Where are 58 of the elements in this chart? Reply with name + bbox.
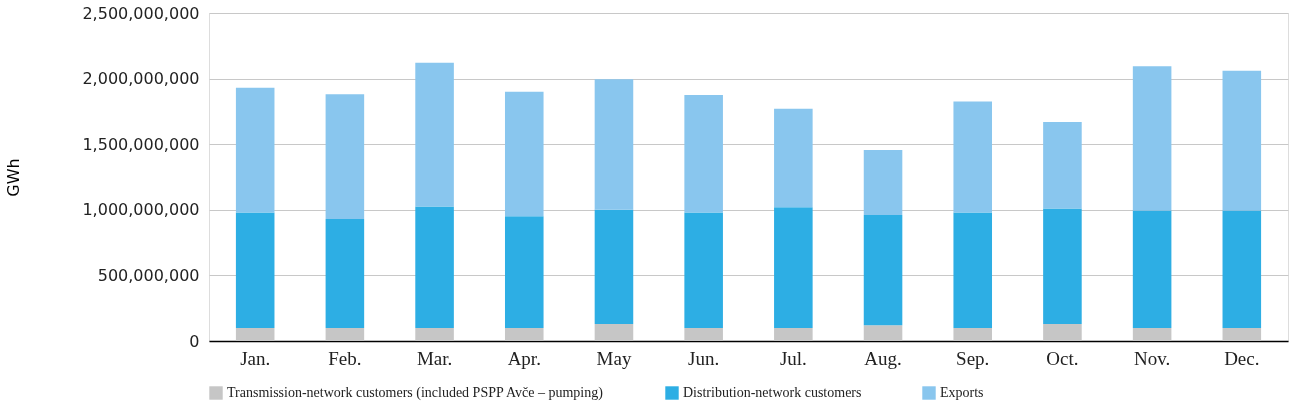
bar xyxy=(953,101,993,213)
x-tick-label: Aug. xyxy=(864,347,902,369)
y-tick-label: 1,000,000,000 xyxy=(82,200,200,220)
bar xyxy=(325,327,365,341)
bar xyxy=(235,327,275,341)
y-tick-label: 1,500,000,000 xyxy=(82,134,200,154)
x-tick-label: Nov. xyxy=(1133,347,1171,369)
legend-label: Transmission-network customers (included PSPP Avče – pumping) xyxy=(227,385,604,401)
bar xyxy=(1222,327,1262,341)
x-tick-label: Apr. xyxy=(507,347,541,369)
bar xyxy=(325,218,365,328)
bar xyxy=(1222,70,1262,211)
bar xyxy=(684,95,723,213)
bar xyxy=(1043,323,1082,341)
bar xyxy=(863,215,903,326)
bar xyxy=(415,327,454,341)
bar xyxy=(774,207,813,328)
y-tick-label: 0 xyxy=(189,331,200,351)
bar xyxy=(1132,66,1172,211)
bar xyxy=(953,212,993,328)
x-tick-label: Sep. xyxy=(956,347,990,369)
x-tick-label: Jul. xyxy=(779,347,807,369)
y-axis-title: GWh xyxy=(4,158,24,197)
bar xyxy=(774,108,813,208)
x-tick-label: Oct. xyxy=(1046,347,1079,369)
legend-label: Exports xyxy=(940,385,984,400)
bar xyxy=(863,150,903,216)
bar xyxy=(1222,210,1262,328)
bar xyxy=(235,212,275,328)
bar xyxy=(684,212,723,328)
bar xyxy=(594,323,634,341)
y-tick-label: 2,000,000,000 xyxy=(82,69,200,89)
bar xyxy=(235,87,275,213)
bar xyxy=(504,91,544,217)
y-tick-label: 500,000,000 xyxy=(97,265,200,285)
x-tick-label: Feb. xyxy=(328,347,362,369)
x-tick-label: Mar. xyxy=(416,347,453,369)
bar xyxy=(863,325,903,341)
bar xyxy=(1132,210,1172,328)
bar xyxy=(594,209,634,324)
bar xyxy=(504,216,544,328)
x-tick-label: May xyxy=(596,347,632,369)
bar xyxy=(684,327,723,341)
x-tick-label: Dec. xyxy=(1224,347,1260,369)
bar xyxy=(1043,208,1082,324)
bar xyxy=(594,79,634,210)
bar xyxy=(774,327,813,341)
x-tick-label: Jan. xyxy=(240,347,271,369)
bar xyxy=(1043,121,1082,209)
bar xyxy=(415,62,454,207)
legend-label: Distribution-network customers xyxy=(683,385,862,400)
bar xyxy=(415,206,454,328)
bar xyxy=(953,327,993,341)
bar xyxy=(325,94,365,219)
x-tick-label: Jun. xyxy=(688,347,720,369)
y-tick-label: 2,500,000,000 xyxy=(82,3,200,23)
bar xyxy=(504,327,544,341)
bar xyxy=(1132,327,1172,341)
